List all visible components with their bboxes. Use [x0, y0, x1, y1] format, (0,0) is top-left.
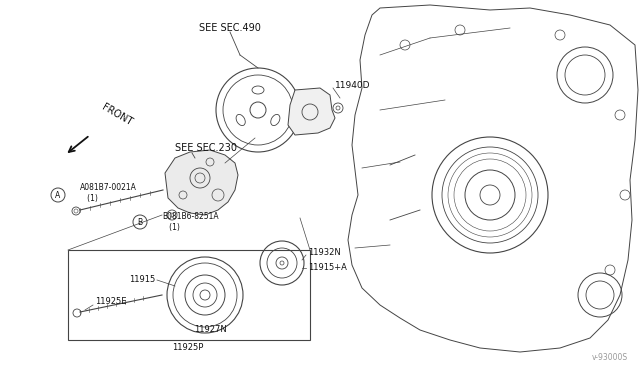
- Text: SEE SEC.230: SEE SEC.230: [175, 143, 237, 153]
- Text: FRONT: FRONT: [100, 102, 134, 127]
- Text: 11925E: 11925E: [95, 298, 127, 307]
- Text: A081B7-0021A
   (1): A081B7-0021A (1): [80, 183, 137, 203]
- Text: A: A: [56, 190, 61, 199]
- Text: 11927N: 11927N: [194, 326, 227, 334]
- Text: B081B6-8251A
   (1): B081B6-8251A (1): [162, 212, 219, 232]
- Bar: [68, 250, 310, 340]
- Text: B: B: [138, 218, 143, 227]
- Text: 11925P: 11925P: [172, 343, 204, 353]
- Text: 11915: 11915: [129, 276, 155, 285]
- Polygon shape: [288, 88, 335, 135]
- Text: v-93000S: v-93000S: [592, 353, 628, 362]
- Polygon shape: [348, 5, 638, 352]
- Text: 11932N: 11932N: [308, 247, 340, 257]
- Text: 11940D: 11940D: [335, 80, 371, 90]
- Text: 11915+A: 11915+A: [308, 263, 347, 273]
- Text: SEE SEC.490: SEE SEC.490: [199, 23, 261, 33]
- Polygon shape: [165, 150, 238, 215]
